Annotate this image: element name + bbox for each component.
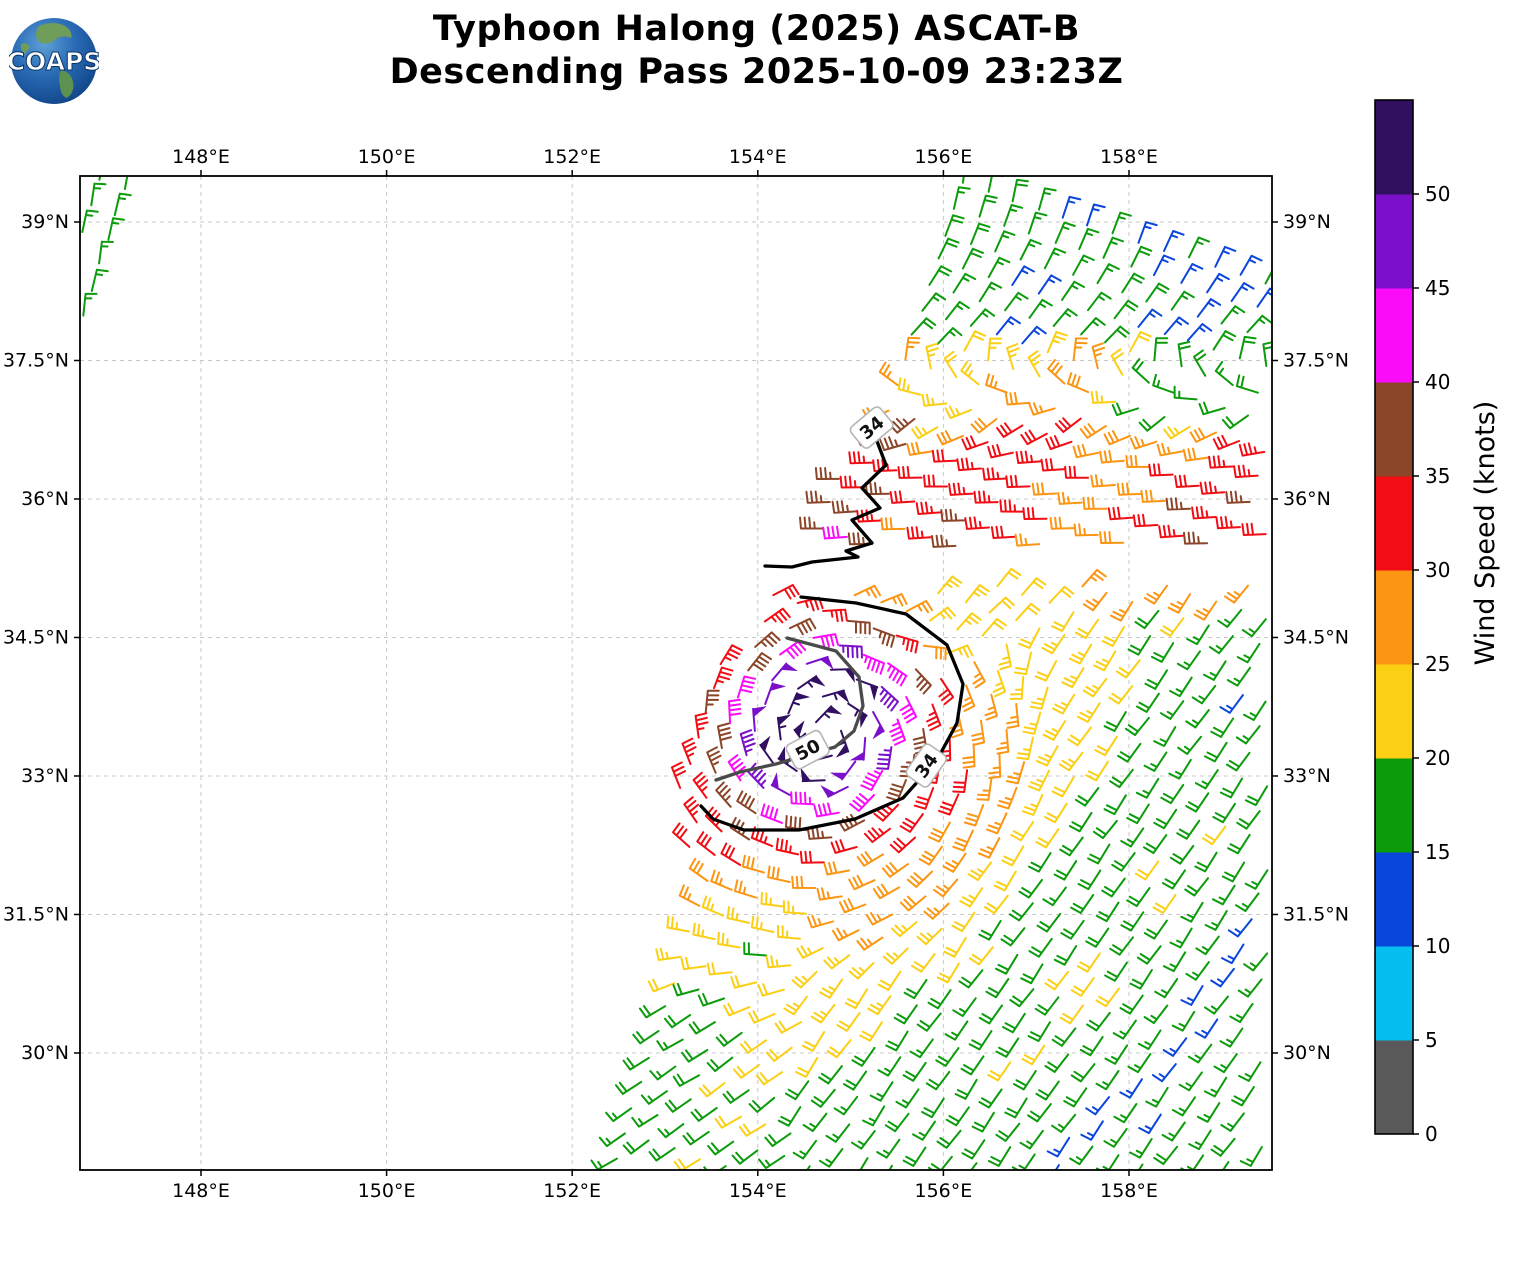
colorbar-segment [1375,382,1413,477]
colorbar-tick-label: 45 [1425,276,1450,300]
colorbar-tick-label: 10 [1425,934,1450,958]
colorbar-tick-label: 30 [1425,558,1450,582]
map-frame [79,175,1273,1171]
lat-tick-left: 30°N [21,1042,69,1064]
continent-blob [20,43,30,54]
gridlines [80,176,1272,1170]
colorbar-axis-label: Wind Speed (knots) [1470,400,1501,666]
lon-tick-top: 148°E [172,146,230,168]
contour-34kt [763,426,888,569]
lat-tick-right: 31.5°N [1283,903,1349,925]
colorbar-tick-label: 25 [1425,652,1450,676]
globe-icon [11,18,97,104]
colorbar: 0 5 10 15 20 25 30 35 40 45 50 [1374,99,1450,1146]
lat-tick-right: 36°N [1283,488,1331,510]
colorbar-segment [1375,476,1413,571]
colorbar-segment [1375,1040,1413,1135]
colorbar-tick-label: 15 [1425,840,1450,864]
lat-tick-right: 37.5°N [1283,349,1349,371]
colorbar-segment [1375,852,1413,947]
colorbar-tick-label: 0 [1425,1122,1438,1146]
lon-tick-bottom: 156°E [915,1180,973,1202]
lat-tick-right: 34.5°N [1283,626,1349,648]
colorbar-segment [1375,100,1413,195]
lat-tick-left: 39°N [21,211,69,233]
colorbar-tick-label: 5 [1425,1028,1438,1052]
colorbar-segment [1375,570,1413,665]
logo-text: COAPS [9,47,99,76]
lat-tick-left: 31.5°N [3,903,69,925]
title-line-1: Typhoon Halong (2025) ASCAT-B [432,9,1081,49]
colorbar-tick-label: 50 [1425,182,1450,206]
lon-tick-top: 150°E [358,146,416,168]
colorbar-tick-label: 40 [1425,370,1450,394]
colorbar-tick-label: 35 [1425,464,1450,488]
continent-north-america [36,23,72,44]
lon-tick-top: 158°E [1100,146,1158,168]
lon-tick-bottom: 152°E [543,1180,601,1202]
wind-barbs [81,176,1272,1170]
lon-tick-bottom: 150°E [358,1180,416,1202]
lon-tick-top: 156°E [915,146,973,168]
colorbar-segment [1375,288,1413,383]
contour-50kt [714,636,865,782]
lon-tick-top: 154°E [729,146,787,168]
lat-tick-left: 34.5°N [3,626,69,648]
lon-tick-bottom: 154°E [729,1180,787,1202]
colorbar-segment [1375,194,1413,289]
lat-tick-right: 39°N [1283,211,1331,233]
lon-tick-top: 152°E [543,146,601,168]
axis-ticks [74,170,1278,1176]
axis-tick-labels: 148°E 148°E 150°E 150°E 152°E 152°E 154°E 154°E… [3,146,1349,1202]
lon-tick-bottom: 158°E [1100,1180,1158,1202]
lat-tick-right: 33°N [1283,765,1331,787]
title-line-2: Descending Pass 2025-10-09 23:23Z [389,51,1124,92]
coaps-logo: COAPS [9,18,99,104]
lon-tick-bottom: 148°E [172,1180,230,1202]
continent-south-america [59,70,74,98]
colorbar-segment [1375,758,1413,853]
lat-tick-left: 37.5°N [3,349,69,371]
lat-tick-right: 30°N [1283,1042,1331,1064]
colorbar-segment [1375,664,1413,759]
lat-tick-left: 36°N [21,488,69,510]
lat-tick-left: 33°N [21,765,69,787]
colorbar-tick-label: 20 [1425,746,1450,770]
contour-label-34: 34 [849,406,894,449]
chart-title: Typhoon Halong (2025) ASCAT-B Descending… [0,8,1513,93]
contour-label-50: 50 [785,729,830,770]
colorbar-segment [1375,946,1413,1041]
